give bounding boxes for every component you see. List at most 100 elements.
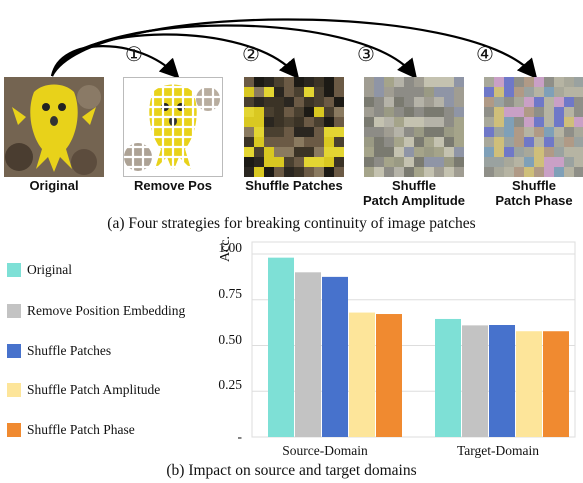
patch <box>394 117 405 128</box>
patch <box>444 137 455 148</box>
patch <box>374 77 385 88</box>
patch <box>284 137 295 148</box>
patch <box>294 157 305 168</box>
patch <box>274 117 285 128</box>
patch <box>444 107 455 118</box>
patch <box>324 117 335 128</box>
patch <box>534 167 545 177</box>
legend-swatch-shuffle-phase <box>7 423 21 437</box>
patch <box>284 97 295 108</box>
patch <box>364 147 375 158</box>
patch <box>304 97 315 108</box>
patch <box>274 167 285 177</box>
patch <box>494 97 505 108</box>
patch <box>304 107 315 118</box>
patch <box>514 167 525 177</box>
patch <box>304 157 315 168</box>
patch <box>554 127 565 138</box>
x-category-source: Source-Domain <box>282 443 368 458</box>
patch <box>374 137 385 148</box>
patch <box>514 137 525 148</box>
legend-label-original: Original <box>27 262 72 277</box>
patch <box>324 137 335 148</box>
patch <box>244 167 255 177</box>
x-category-target: Target-Domain <box>456 443 540 458</box>
patch <box>414 147 425 158</box>
legend-label-shuffle-amplitude: Shuffle Patch Amplitude <box>27 382 161 397</box>
patch <box>304 117 315 128</box>
y-tick-025: 0.25 <box>218 377 242 392</box>
patch <box>544 87 555 98</box>
patch <box>294 77 305 88</box>
patch <box>394 97 405 108</box>
patch <box>304 147 315 158</box>
patch <box>264 107 275 118</box>
legend-item-original: Original <box>7 261 72 279</box>
patch <box>494 157 505 168</box>
patch <box>534 127 545 138</box>
patch <box>524 147 535 158</box>
shuffle-patches-image <box>244 77 344 177</box>
label-shuffle-phase-line1: Shuffle <box>511 178 557 193</box>
patch <box>534 157 545 168</box>
patch <box>384 137 395 148</box>
patch <box>364 157 375 168</box>
patch <box>454 127 464 138</box>
patch <box>504 107 515 118</box>
patch <box>244 157 255 168</box>
patch <box>384 167 395 177</box>
patch <box>484 157 495 168</box>
patch <box>494 107 505 118</box>
patch <box>564 147 575 158</box>
patch <box>244 137 255 148</box>
patch <box>294 97 305 108</box>
patch <box>254 147 265 158</box>
patch <box>484 127 495 138</box>
patch <box>274 127 285 138</box>
patch <box>364 167 375 177</box>
patch <box>404 157 415 168</box>
patch <box>534 147 545 158</box>
patch <box>444 117 455 128</box>
patch <box>364 117 375 128</box>
patch <box>414 157 425 168</box>
patch <box>394 167 405 177</box>
patch <box>434 117 445 128</box>
patch <box>504 137 515 148</box>
patch <box>544 117 555 128</box>
bar-target-domain-1 <box>462 325 488 437</box>
patch <box>454 97 464 108</box>
patch <box>254 167 265 177</box>
patch <box>334 107 344 118</box>
label-remove-pos: Remove Pos <box>133 178 213 193</box>
patch <box>484 117 495 128</box>
patch <box>254 87 265 98</box>
patch <box>484 147 495 158</box>
patch <box>334 137 344 148</box>
patch <box>384 107 395 118</box>
patch <box>524 127 535 138</box>
patch <box>294 87 305 98</box>
patch <box>564 127 575 138</box>
patch <box>564 87 575 98</box>
patch <box>404 127 415 138</box>
patch <box>504 117 515 128</box>
y-tick-075: 0.75 <box>218 286 242 301</box>
patch <box>314 137 325 148</box>
patch <box>454 107 464 118</box>
patch <box>554 77 565 88</box>
patch <box>414 137 425 148</box>
patch <box>554 87 565 98</box>
patch <box>434 77 445 88</box>
patch <box>404 167 415 177</box>
patch <box>404 117 415 128</box>
patch <box>544 167 555 177</box>
patch <box>514 107 525 118</box>
patch <box>364 137 375 148</box>
patch <box>314 147 325 158</box>
patch <box>324 87 335 98</box>
legend-item-shuffle-patches: Shuffle Patches <box>7 342 111 360</box>
patch <box>514 77 525 88</box>
patch <box>334 77 344 88</box>
patch <box>374 157 385 168</box>
